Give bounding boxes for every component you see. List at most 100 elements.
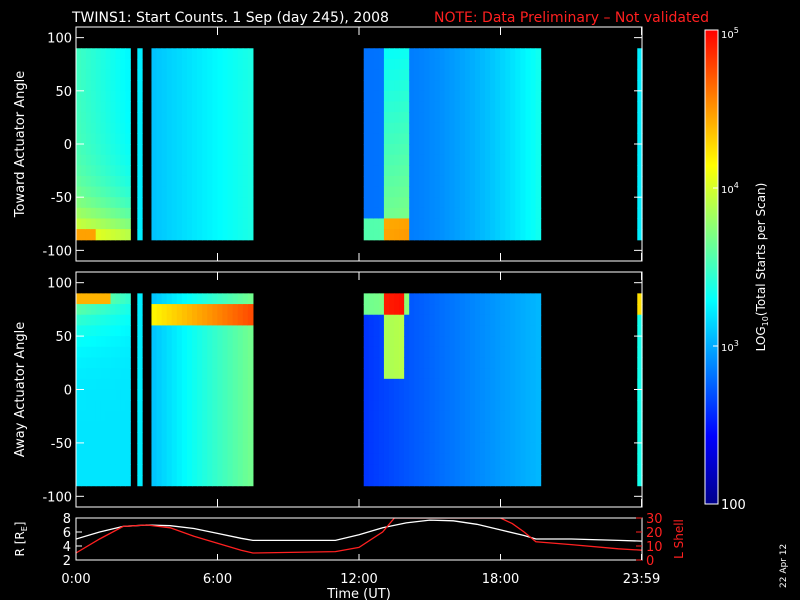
heatmap-cell (424, 165, 431, 177)
heatmap-cell (115, 122, 121, 134)
heatmap-cell (490, 90, 496, 103)
heatmap-cell (510, 133, 516, 145)
heatmap-cell (490, 144, 496, 156)
heatmap-cell (505, 357, 511, 369)
heatmap-cell (363, 207, 370, 220)
heatmap-cell (166, 336, 173, 348)
heatmap-cell (100, 218, 107, 230)
heatmap-cell (414, 442, 420, 455)
heatmap-cell (95, 474, 102, 487)
heatmap-cell (424, 432, 431, 444)
heatmap-cell (197, 293, 203, 305)
heatmap-cell (434, 112, 441, 124)
heatmap-cell (373, 474, 380, 487)
heatmap-cell (232, 101, 239, 113)
heatmap-cell (207, 69, 213, 81)
heatmap-cell (192, 154, 198, 166)
heatmap-cell (454, 144, 461, 156)
heatmap-cell (520, 314, 527, 327)
heatmap-cell (409, 400, 415, 412)
heatmap-cell (105, 325, 112, 337)
heatmap-cell (439, 165, 446, 177)
heatmap-cell (399, 133, 405, 145)
heatmap-cell (181, 378, 188, 391)
heatmap-cell (227, 48, 234, 60)
heatmap-cell (80, 357, 87, 369)
heatmap-cell (192, 229, 198, 241)
heatmap-cell (110, 122, 117, 134)
heatmap-cell (80, 165, 87, 177)
heatmap-cell (171, 48, 178, 60)
heatmap-cell (105, 389, 112, 401)
heatmap-cell (192, 293, 198, 305)
heatmap-cell (479, 58, 486, 71)
heatmap-cell (419, 293, 425, 305)
heatmap-cell (373, 80, 380, 92)
heatmap-cell (237, 336, 244, 348)
heatmap-cell (434, 58, 441, 71)
heatmap-cell (424, 80, 431, 92)
heatmap-cell (186, 400, 193, 412)
heatmap-cell (120, 378, 126, 391)
heatmap-cell (404, 304, 410, 316)
heatmap-cell (85, 90, 92, 103)
heatmap-cell (166, 368, 173, 380)
heatmap-cell (105, 112, 112, 124)
heatmap-cell (388, 90, 395, 103)
heatmap-cell (176, 122, 183, 134)
heatmap-cell (399, 229, 405, 241)
heatmap-cell (171, 90, 178, 103)
heatmap-cell (80, 58, 87, 71)
heatmap-cell (439, 229, 446, 241)
heatmap-cell (414, 58, 420, 71)
heatmap-cell (242, 314, 249, 327)
heatmap-cell (237, 133, 244, 145)
heatmap-cell (212, 101, 218, 113)
heatmap-cell (125, 154, 131, 166)
heatmap-cell (479, 474, 486, 487)
heatmap-cell (419, 229, 425, 241)
heatmap-cell (409, 122, 415, 134)
heatmap-cell (525, 80, 532, 92)
heatmap-cell (394, 304, 400, 316)
heatmap-cell (110, 133, 117, 145)
heatmap-cell (176, 112, 183, 124)
heatmap-cell (409, 314, 415, 327)
heatmap-cell (439, 69, 446, 81)
heatmap-cell (232, 389, 239, 401)
heatmap-cell (535, 112, 542, 124)
heatmap-cell (469, 197, 476, 209)
heatmap-cell (459, 442, 466, 455)
heatmap-cell (171, 474, 178, 487)
heatmap-cell (500, 48, 506, 60)
heatmap-cell (530, 378, 537, 391)
heatmap-cell (530, 80, 537, 92)
heatmap-cell (474, 293, 481, 305)
heatmap-cell (137, 144, 143, 156)
heatmap-cell (459, 432, 466, 444)
heatmap-segment (137, 48, 143, 241)
heatmap-cell (535, 378, 542, 391)
heatmap-cell (500, 474, 506, 487)
heatmap-cell (171, 122, 178, 134)
heatmap-cell (368, 69, 375, 81)
heatmap-cell (76, 69, 82, 81)
heatmap-cell (363, 432, 370, 444)
heatmap-cell (399, 325, 405, 337)
heatmap-cell (383, 154, 390, 166)
heatmap-cell (151, 154, 158, 166)
heatmap-cell (449, 304, 456, 316)
heatmap-cell (212, 112, 218, 124)
heatmap-cell (90, 368, 97, 380)
heatmap-cell (404, 165, 410, 177)
heatmap-cell (151, 304, 158, 316)
heatmap-cell (120, 442, 126, 455)
heatmap-cell (176, 101, 183, 113)
heatmap-cell (474, 474, 481, 487)
heatmap-cell (459, 154, 466, 166)
heatmap-cell (85, 133, 92, 145)
heatmap-cell (429, 410, 436, 423)
heatmap-cell (637, 421, 643, 433)
heatmap-cell (510, 175, 516, 188)
